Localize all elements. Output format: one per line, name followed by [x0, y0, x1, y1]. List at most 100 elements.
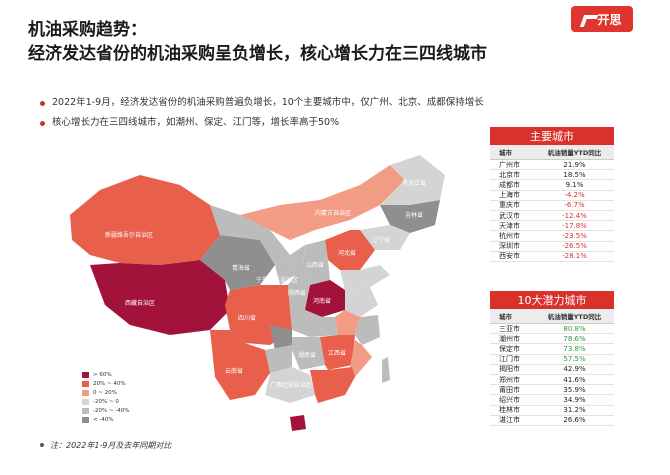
value-cell: -17.8% — [562, 221, 587, 230]
province-fujian — [350, 340, 372, 377]
city-cell: 湛江市 — [499, 416, 520, 425]
province-guizhou — [265, 345, 292, 373]
legend-label: < -40% — [93, 416, 114, 423]
table-row: 桂林市 31.2% — [490, 406, 614, 416]
potential-cities-rows: 三亚市 80.8% 潮州市 78.6% 保定市 73.8% 江门市 57.5% 揭阳市 42.9%… — [490, 324, 614, 426]
table-row: 三亚市 80.8% — [490, 324, 614, 335]
legend-item: -20% ~ -40% — [82, 406, 130, 415]
province-anhui — [335, 310, 360, 335]
value-cell: 21.9% — [563, 160, 586, 169]
china-province-map: 新疆维吾尔自治区 西藏自治区 青海省 四川省 云南省 广西壮族自治区 河南省 内… — [60, 145, 480, 445]
table-row: 江门市 57.5% — [490, 355, 614, 365]
legend-swatch — [82, 407, 89, 414]
province-xizang — [90, 260, 230, 335]
province-qinghai — [200, 235, 275, 290]
title-line-1: 机油采购趋势： — [28, 20, 147, 40]
table-row: 成都市 9.1% — [490, 180, 614, 191]
label-liaoning: 辽宁省 — [372, 236, 390, 244]
label-qinghai: 青海省 — [232, 264, 250, 272]
potential-cities-table: 10大潜力城市 城市 机油销量YTD同比 三亚市 80.8% 潮州市 78.6% 保定市… — [490, 291, 614, 426]
city-cell: 成都市 — [499, 180, 520, 189]
city-cell: 重庆市 — [499, 201, 520, 210]
value-cell: -12.4% — [562, 211, 587, 220]
value-cell: 57.5% — [563, 355, 586, 364]
label-hebei: 河北省 — [338, 249, 356, 257]
city-cell: 天津市 — [499, 221, 520, 230]
value-cell: -26.5% — [562, 242, 587, 251]
table-row: 天津市 -17.8% — [490, 221, 614, 232]
city-cell: 三亚市 — [499, 324, 520, 333]
label-heilongjiang: 黑龙江省 — [402, 179, 426, 187]
province-neimenggu — [240, 165, 405, 240]
footnote-bullet-icon — [40, 443, 44, 447]
city-cell: 保定市 — [499, 344, 520, 353]
province-jilin — [380, 200, 440, 233]
label-shanxi: 山西省 — [306, 261, 324, 269]
label-neimenggu: 内蒙古自治区 — [315, 209, 351, 217]
bullet-item-2: 核心增长力在三四线城市，如潮州、保定、江门等，增长率高于50% — [40, 113, 484, 133]
city-cell: 郑州市 — [499, 375, 520, 384]
province-chongqing — [270, 325, 292, 350]
table-row: 杭州市 -23.5% — [490, 231, 614, 242]
province-jiangsu — [345, 287, 378, 317]
province-shaanxi — [288, 245, 310, 310]
table-row: 潮州市 78.6% — [490, 334, 614, 345]
province-gansu — [210, 205, 290, 265]
logo-text: 开思 — [597, 12, 622, 27]
province-ningxia — [275, 255, 295, 285]
value-cell: 42.9% — [563, 365, 586, 374]
table-row: 莆田市 35.9% — [490, 385, 614, 396]
city-cell: 桂林市 — [499, 406, 520, 415]
table-row: 揭阳市 42.9% — [490, 365, 614, 375]
province-henan — [305, 280, 345, 317]
value-cell: -28.1% — [562, 252, 587, 261]
value-cell: -4.2% — [564, 191, 585, 200]
value-cell: 80.8% — [563, 324, 586, 333]
value-cell: 18.5% — [563, 170, 586, 179]
table-row: 武汉市 -12.4% — [490, 211, 614, 222]
label-sichuan: 四川省 — [238, 314, 256, 322]
main-cities-header: 主要城市 — [490, 127, 614, 145]
legend-swatch — [82, 380, 89, 387]
province-yunnan — [210, 330, 270, 400]
footnote: 注：2022年1-9月及去年同期对比 — [40, 440, 171, 451]
province-hainan — [290, 415, 306, 431]
legend-label: 20% ~ 40% — [93, 380, 126, 387]
column-header-value: 机油销量YTD同比 — [547, 313, 602, 321]
label-jiangxi: 江西省 — [328, 349, 346, 357]
city-cell: 潮州市 — [499, 334, 520, 343]
potential-cities-header: 10大潜力城市 — [490, 291, 614, 309]
province-shanxi — [303, 240, 330, 285]
province-hunan — [292, 337, 325, 370]
label-ningxia: 宁夏回族自治区 — [256, 276, 298, 284]
province-hebei — [325, 230, 375, 270]
column-header-city: 城市 — [499, 313, 512, 321]
value-cell: 34.9% — [563, 395, 586, 404]
legend-label: 0 ~ 20% — [93, 389, 117, 396]
value-cell: 31.2% — [563, 406, 586, 415]
legend-label: -20% ~ -40% — [93, 407, 130, 414]
city-cell: 杭州市 — [499, 231, 520, 240]
main-cities-rows: 广州市 21.9% 北京市 18.5% 成都市 9.1% 上海市 -4.2% 重庆市 -6.7% 武… — [490, 160, 614, 262]
bullet-item-1: 2022年1-9月，经济发达省份的机油采购普遍负增长，10个主要城市中，仅广州、… — [40, 93, 484, 113]
province-shandong — [340, 265, 390, 290]
province-guangxi — [265, 367, 315, 403]
value-cell: 41.6% — [563, 375, 586, 384]
city-cell: 上海市 — [499, 191, 520, 200]
map-svg: 新疆维吾尔自治区 西藏自治区 青海省 四川省 云南省 广西壮族自治区 河南省 内… — [70, 155, 445, 431]
page-title: 机油采购趋势： 经济发达省份的机油采购呈负增长，核心增长力在三四线城市 — [28, 18, 487, 66]
legend-swatch — [82, 398, 89, 405]
legend-swatch — [82, 371, 89, 378]
province-guangdong — [310, 367, 355, 403]
city-cell: 武汉市 — [499, 211, 520, 220]
brand-logo: 开思 — [571, 6, 633, 32]
value-cell: 9.1% — [565, 180, 584, 189]
legend-item: > 60% — [82, 370, 130, 379]
value-cell: -6.7% — [564, 201, 585, 210]
label-guangxi: 广西壮族自治区 — [270, 381, 312, 389]
label-xizang: 西藏自治区 — [125, 299, 155, 307]
table-row: 深圳市 -26.5% — [490, 242, 614, 252]
main-cities-table: 主要城市 城市 机油销量YTD同比 广州市 21.9% 北京市 18.5% 成都市 9.1… — [490, 127, 614, 262]
label-henan: 河南省 — [313, 297, 331, 305]
table-row: 保定市 73.8% — [490, 344, 614, 355]
